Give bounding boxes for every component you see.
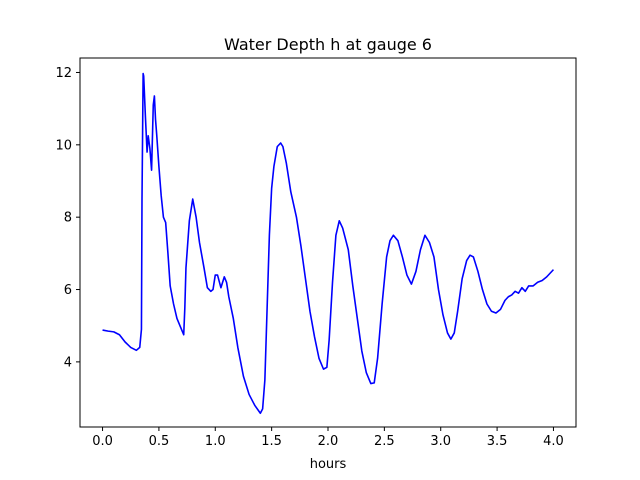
x-tick-label: 3.0 [430,434,451,449]
x-axis: 0.0 0.5 1.0 1.5 2.0 2.5 3.0 3.5 4.0 [92,427,564,449]
x-tick-label: 2.0 [318,434,339,449]
y-tick-label: 4 [64,355,72,370]
chart-title: Water Depth h at gauge 6 [224,35,432,54]
x-tick-label: 4.0 [543,434,564,449]
y-axis: 4 6 8 10 12 [55,66,80,370]
y-tick-label: 10 [55,138,72,153]
plot-area [102,72,555,415]
x-tick-label: 0.0 [92,434,113,449]
x-tick-label: 1.0 [205,434,226,449]
x-tick-label: 3.5 [487,434,508,449]
x-tick-label: 0.5 [149,434,170,449]
x-tick-label: 1.5 [261,434,282,449]
series-line-0 [102,72,555,415]
x-tick-label: 2.5 [374,434,395,449]
y-tick-label: 12 [55,66,72,81]
x-axis-label: hours [310,457,347,472]
y-tick-label: 8 [64,211,72,226]
y-tick-label: 6 [64,283,72,298]
